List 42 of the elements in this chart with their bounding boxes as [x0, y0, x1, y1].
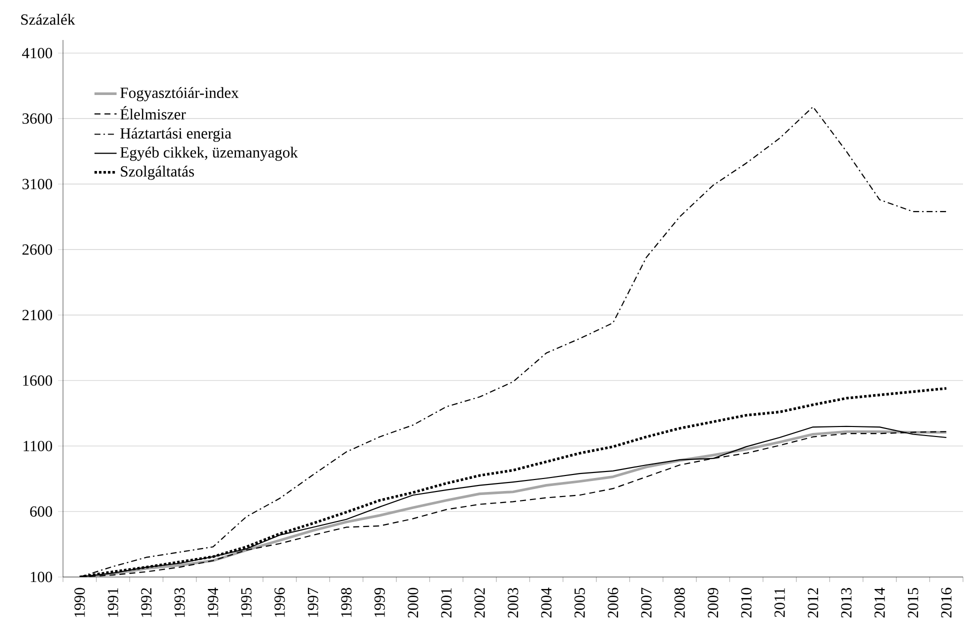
legend-label: Szolgáltatás: [120, 166, 194, 180]
y-axis-title: Százalék: [21, 14, 76, 25]
x-tick-label: 2005: [574, 588, 585, 618]
y-tick-label: 1100: [24, 440, 52, 452]
x-tick-label: 2009: [708, 588, 718, 618]
x-tick-label: 2016: [941, 588, 952, 618]
x-tick-label: 1991: [108, 588, 118, 617]
x-tick-label: 1996: [274, 588, 285, 617]
y-tick-label: 4100: [22, 48, 52, 58]
x-tick-label: 1990: [74, 588, 85, 617]
x-tick-label: 2013: [841, 588, 852, 618]
x-tick-label: 2007: [641, 588, 652, 618]
x-tick-label: 2010: [741, 588, 752, 618]
x-tick-label: 1998: [341, 588, 352, 617]
legend-label: Egyéb cikkek, üzemanyagok: [120, 146, 298, 161]
x-tick-label: 2011: [774, 588, 785, 617]
y-tick-label: 3100: [22, 178, 52, 190]
x-tick-label: 1999: [374, 588, 385, 617]
legend-label: Élelmiszer: [120, 106, 186, 120]
legend-label: Háztartási energia: [120, 128, 232, 142]
x-tick-label: 2001: [441, 588, 452, 618]
legend-label: Fogyasztóiár-index: [120, 87, 239, 102]
x-tick-label: 2006: [608, 588, 618, 618]
x-tick-label: 2002: [474, 588, 485, 618]
y-tick-label: 2600: [22, 244, 52, 255]
x-tick-label: 2008: [674, 588, 685, 618]
y-tick-label: 100: [30, 572, 52, 582]
x-tick-label: 2000: [408, 588, 418, 618]
x-tick-label: 1993: [174, 588, 185, 617]
x-tick-label: 2004: [541, 588, 552, 618]
x-tick-label: 1994: [208, 588, 218, 617]
x-tick-label: 1992: [141, 588, 152, 617]
x-tick-label: 2012: [808, 588, 818, 618]
x-tick-label: 2003: [508, 588, 518, 618]
y-tick-label: 3600: [22, 113, 52, 124]
x-tick-label: 2014: [874, 588, 885, 618]
x-tick-label: 1995: [241, 588, 252, 617]
x-tick-label: 1997: [308, 588, 318, 617]
x-tick-label: 2015: [908, 588, 918, 618]
y-tick-label: 600: [30, 506, 52, 517]
y-tick-label: 1600: [23, 375, 52, 386]
y-tick-label: 2100: [22, 310, 52, 320]
